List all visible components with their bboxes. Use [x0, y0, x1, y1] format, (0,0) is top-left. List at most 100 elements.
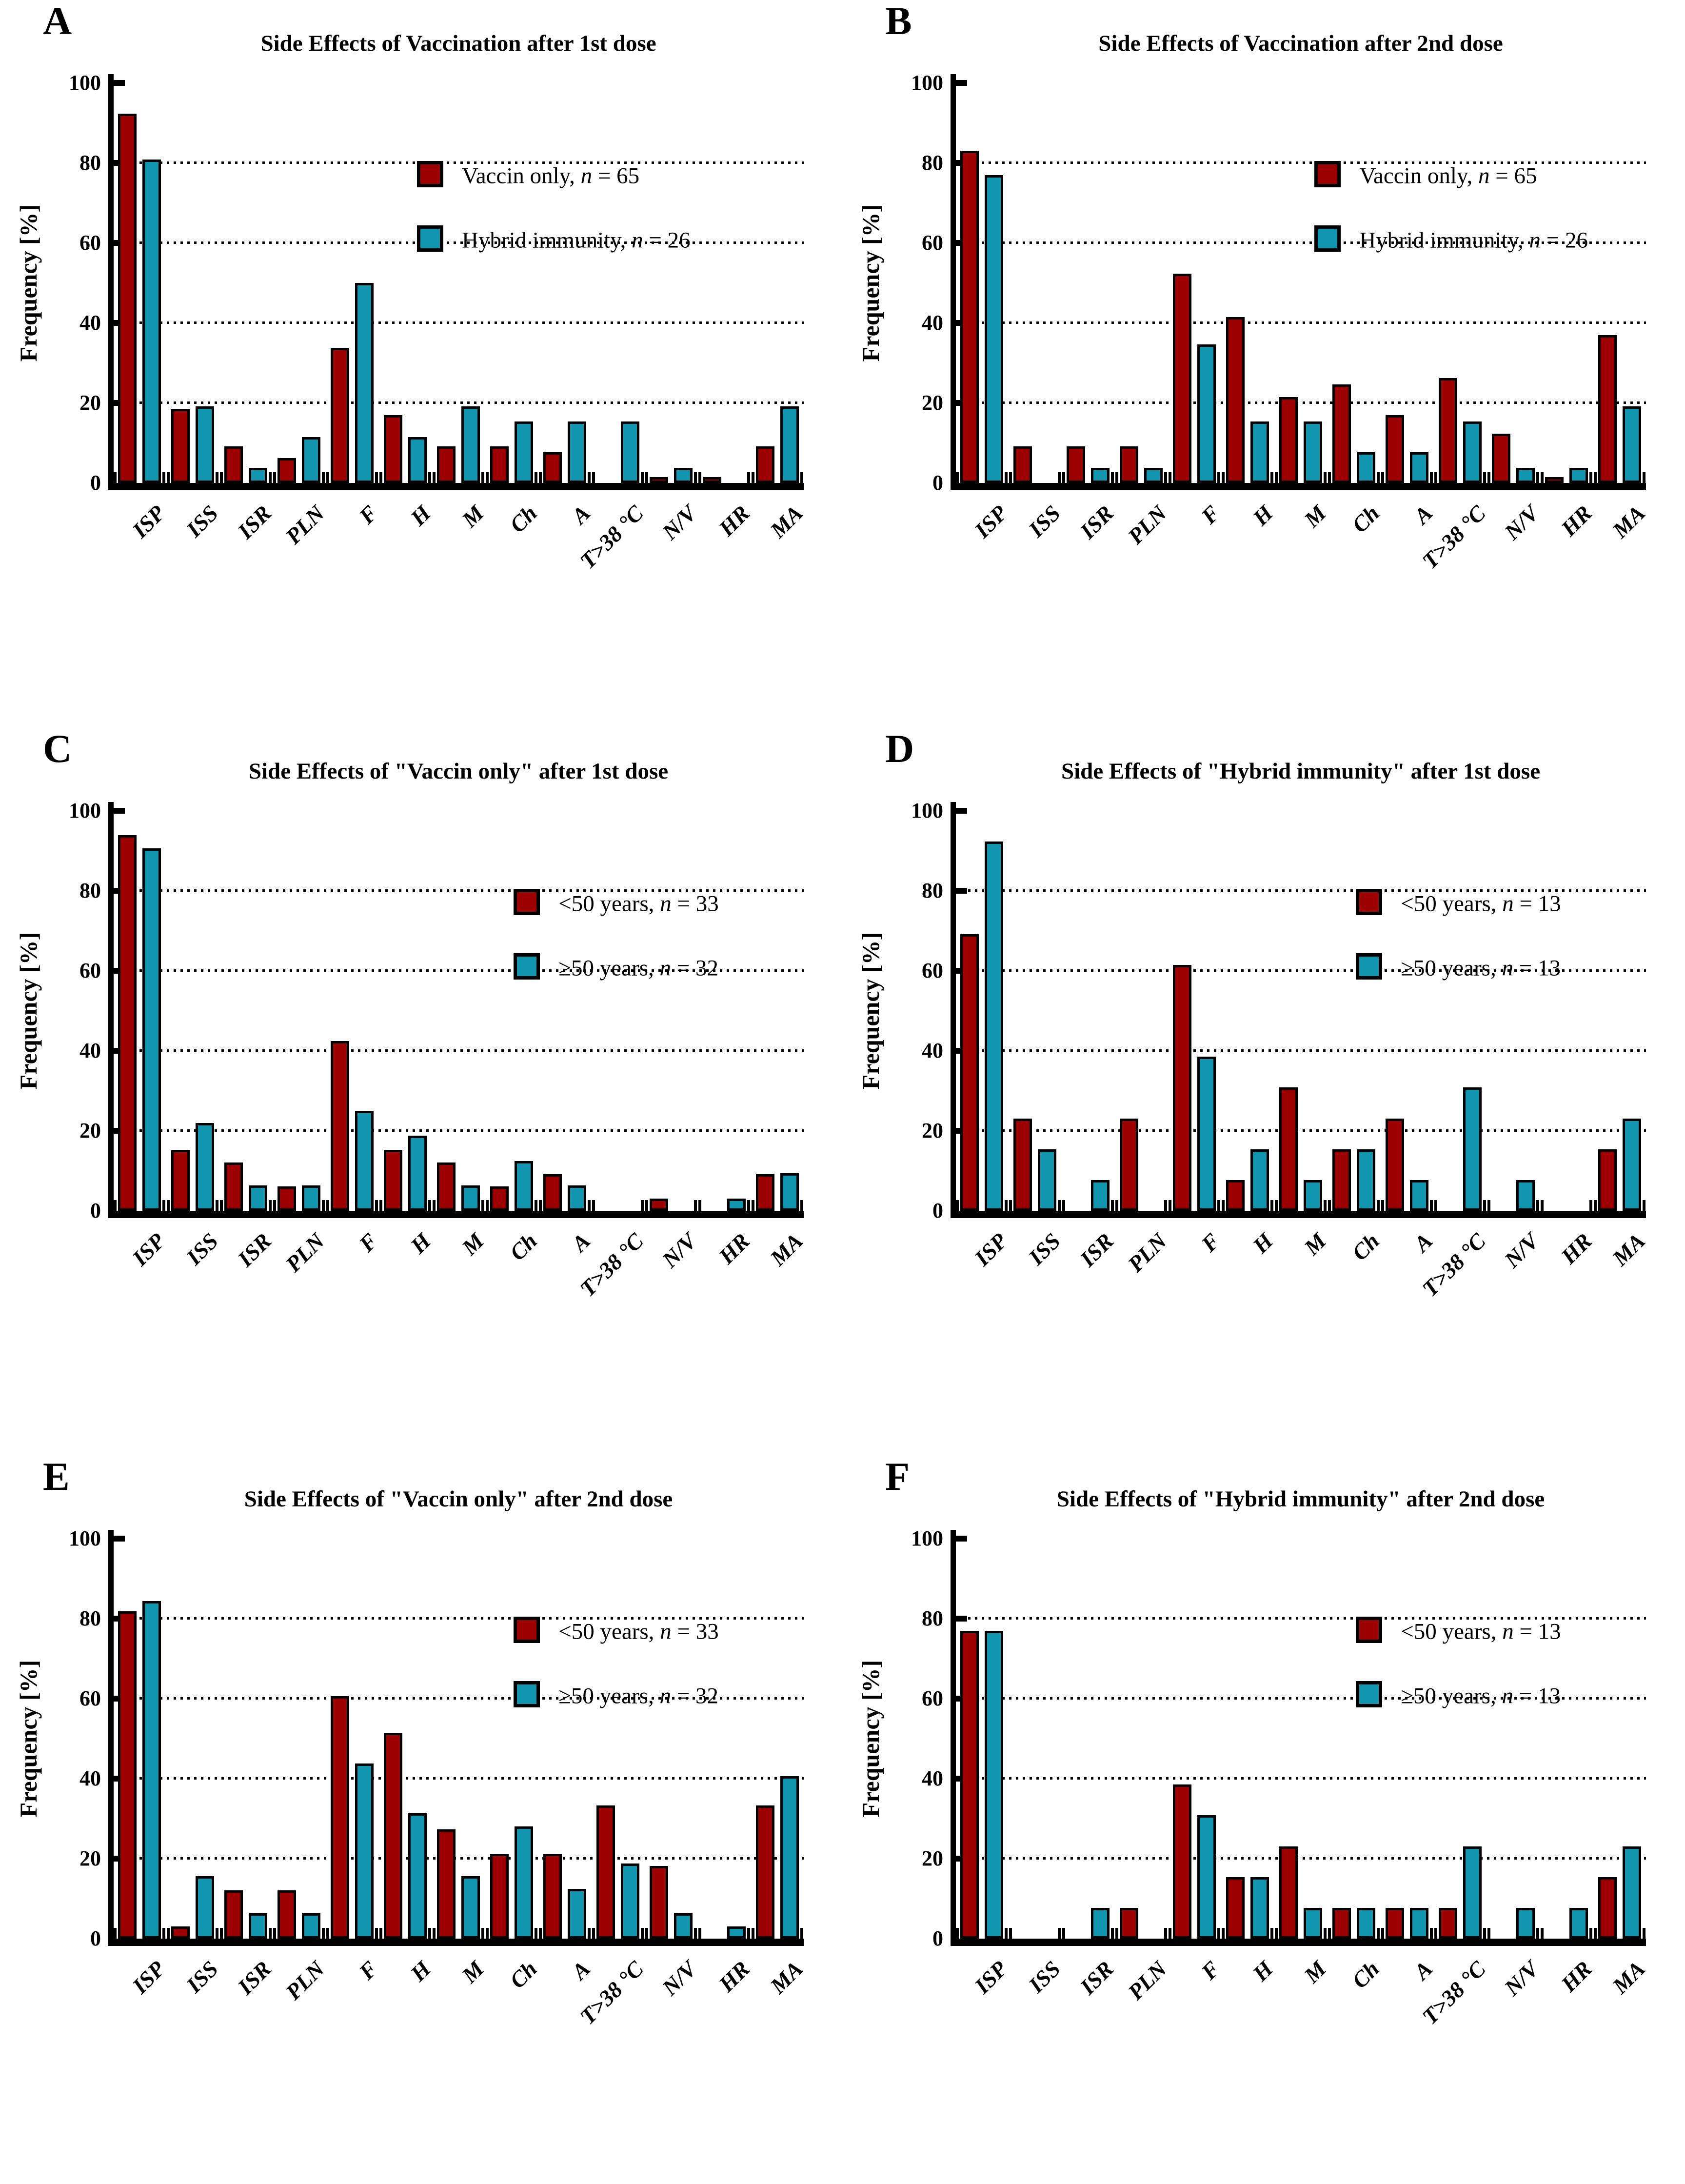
x-tick-nub	[1483, 1200, 1486, 1211]
bar--50-years-4	[331, 1041, 350, 1211]
gridline-20	[961, 1129, 1646, 1132]
x-tick-nub	[747, 1200, 750, 1211]
bar-vaccin-only-11	[702, 477, 721, 483]
x-tick-nub	[1376, 472, 1380, 483]
y-tick-label-20: 20	[79, 391, 101, 415]
x-tick-nub	[1270, 472, 1274, 483]
bar-vaccin-only-7	[490, 446, 509, 483]
x-tick-nub	[1589, 472, 1592, 483]
x-tick-label-0: ISP	[970, 1956, 1012, 1999]
x-tick-nub	[1058, 472, 1061, 483]
x-tick-label-2: ISR	[233, 1228, 277, 1272]
bar-vaccin-only-1	[1013, 446, 1032, 483]
y-axis-label: Frequency [%]	[857, 204, 884, 362]
bar--50-years-7	[490, 1186, 509, 1211]
gridline-60	[961, 969, 1646, 972]
x-tick-nub	[485, 472, 489, 483]
x-tick-label-1: ISS	[1024, 1956, 1066, 1998]
x-tick-nub	[379, 472, 383, 483]
x-tick-nub	[114, 1928, 117, 1939]
gridline-80	[961, 1617, 1646, 1620]
bar--50-years-9	[620, 1863, 639, 1939]
x-tick-nub	[1062, 1928, 1066, 1939]
x-tick-nub	[1429, 472, 1433, 483]
bar-vaccin-only-4	[331, 347, 350, 483]
y-tick-label-60: 60	[922, 231, 943, 255]
x-tick-label-8: A	[1409, 500, 1437, 529]
x-tick-nub	[1593, 472, 1597, 483]
x-tick-nub	[481, 1200, 484, 1211]
bar--50-years-5	[384, 1732, 403, 1939]
y-tick-mark-80	[955, 888, 967, 894]
bar--50-years-1	[1013, 1118, 1032, 1211]
legend-entry-2: ≥50 years, n = 32	[514, 953, 855, 983]
x-tick-nub	[538, 472, 542, 483]
bar--50-years-7	[490, 1854, 509, 1939]
x-tick-label-10: N/V	[1499, 1956, 1544, 2001]
x-tick-nub	[1540, 1928, 1544, 1939]
bar-hybrid-immunity-8	[1409, 452, 1428, 483]
bar-hybrid-immunity-4	[1197, 344, 1216, 483]
x-tick-nub	[1536, 1928, 1539, 1939]
bar-hybrid-immunity-8	[567, 421, 586, 483]
x-tick-nub	[956, 1928, 959, 1939]
gridline-80	[961, 161, 1646, 164]
x-tick-nub	[956, 1200, 959, 1211]
x-tick-nub	[326, 1200, 330, 1211]
x-tick-label-4: F	[1196, 500, 1225, 529]
bar-hybrid-immunity-12	[780, 406, 799, 483]
x-tick-label-5: H	[405, 1228, 436, 1259]
x-tick-nub	[1593, 1200, 1597, 1211]
bar-vaccin-only-7	[1332, 384, 1351, 483]
x-tick-nub	[326, 1928, 330, 1939]
x-tick-nub	[800, 1200, 803, 1211]
legend-swatch-1	[514, 1617, 540, 1643]
x-tick-nub	[1275, 1200, 1278, 1211]
legend-entry-1: <50 years, n = 13	[1356, 889, 1685, 919]
x-tick-label-7: Ch	[1347, 1956, 1384, 1993]
gridline-60	[119, 241, 804, 244]
x-tick-nub	[481, 472, 484, 483]
x-tick-label-7: Ch	[1347, 1228, 1384, 1265]
gridline-20	[119, 1857, 804, 1860]
bar--50-years-12	[1598, 1149, 1617, 1211]
x-tick-label-2: ISR	[1075, 500, 1119, 544]
x-tick-label-1: ISS	[181, 1956, 223, 1998]
x-tick-nub	[1005, 1200, 1008, 1211]
x-axis	[951, 1939, 1646, 1946]
bar--50-years-6	[1304, 1180, 1322, 1211]
bar--50-years-12	[780, 1776, 799, 1939]
bar--50-years-7	[1356, 1907, 1375, 1939]
bar--50-years-1	[196, 1876, 215, 1939]
x-tick-label-12: MA	[765, 1956, 808, 1999]
x-tick-nub	[1328, 1200, 1331, 1211]
panel-title: Side Effects of Vaccination after 1st do…	[260, 31, 656, 56]
bar--50-years-6	[437, 1162, 456, 1211]
x-tick-label-2: ISR	[233, 500, 277, 544]
x-tick-nub	[216, 1200, 219, 1211]
x-tick-nub	[587, 1928, 591, 1939]
bar--50-years-2	[224, 1890, 243, 1939]
x-tick-label-12: MA	[1607, 1228, 1650, 1271]
x-tick-label-1: ISS	[1024, 1228, 1066, 1270]
x-tick-label-6: M	[1299, 1956, 1331, 1988]
y-tick-label-20: 20	[79, 1846, 101, 1870]
bar--50-years-5	[408, 1135, 427, 1211]
gridline-60	[961, 1697, 1646, 1700]
x-tick-nub	[1217, 472, 1221, 483]
bar-vaccin-only-8	[543, 452, 562, 483]
legend-entry-1: <50 years, n = 33	[514, 889, 855, 919]
x-tick-nub	[1589, 1200, 1592, 1211]
x-tick-nub	[1483, 1928, 1486, 1939]
x-tick-nub	[1381, 1928, 1384, 1939]
y-tick-label-60: 60	[79, 959, 101, 982]
bar--50-years-4	[331, 1696, 350, 1939]
x-tick-nub	[645, 1200, 648, 1211]
bar--50-years-9	[596, 1805, 615, 1939]
x-tick-nub	[162, 1200, 166, 1211]
x-tick-nub	[1381, 472, 1384, 483]
bar--50-years-11	[1569, 1907, 1588, 1939]
bar--50-years-0	[142, 848, 161, 1211]
bar-vaccin-only-8	[1385, 415, 1404, 483]
bar-vaccin-only-3	[1120, 446, 1139, 483]
